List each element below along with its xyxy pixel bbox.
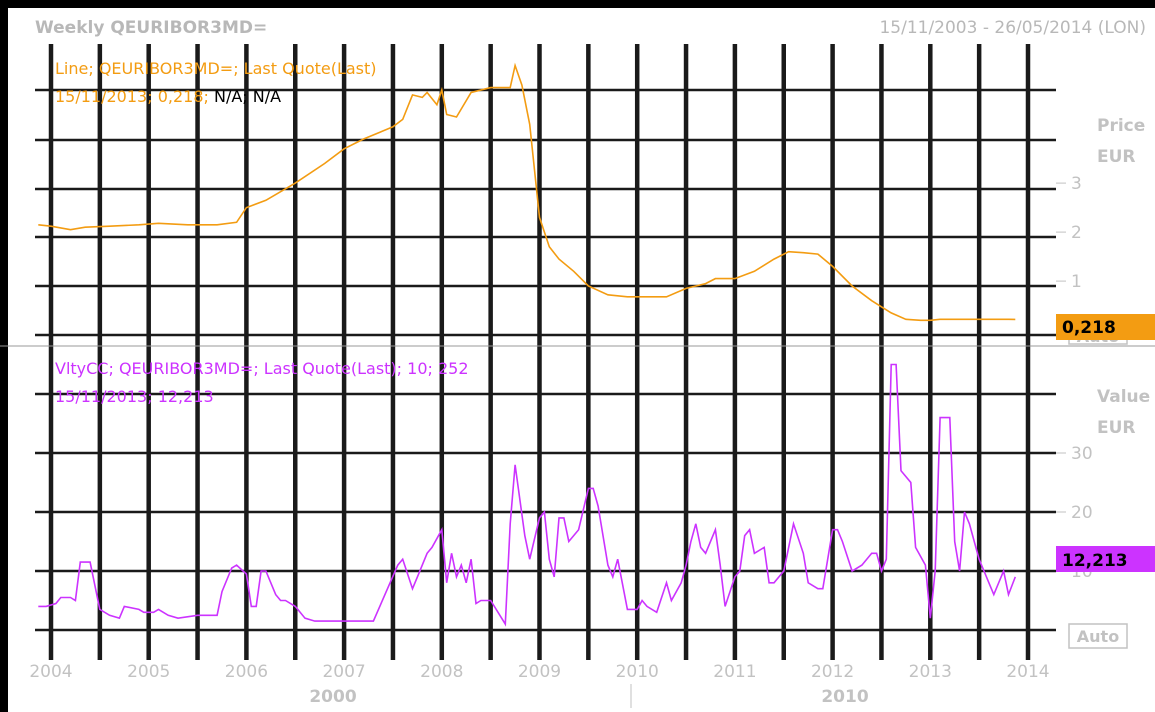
decade-label-2010: 2010 (821, 687, 868, 707)
year-label-2010: 2010 (616, 662, 659, 682)
price-legend-values: 15/11/2013; 0,218; N/A; N/A (55, 87, 281, 106)
year-label-2005: 2005 (127, 662, 170, 682)
price-y-ticks: 1 2 3 (1056, 174, 1082, 292)
volatility-tick-label: 20 (1071, 503, 1093, 523)
volatility-auto-scale-label: Auto (1077, 627, 1119, 646)
price-tick-label: 2 (1071, 223, 1082, 243)
volatility-axis-label: Value (1097, 387, 1150, 407)
year-label-2013: 2013 (909, 662, 952, 682)
volatility-axis-unit: EUR (1097, 418, 1136, 438)
year-label-2008: 2008 (420, 662, 463, 682)
volatility-last-value: 12,213 (1062, 551, 1128, 571)
year-label-2014: 2014 (1006, 662, 1049, 682)
price-legend-na-part: N/A; N/A (209, 87, 281, 106)
volatility-last-value-badge (1056, 546, 1155, 572)
year-label-2012: 2012 (811, 662, 854, 682)
price-tick-label: 1 (1071, 272, 1082, 292)
volatility-series-line (38, 363, 1017, 627)
year-label-2006: 2006 (225, 662, 268, 682)
volatility-legend-values: 15/11/2013; 12,213 (55, 387, 214, 406)
volatility-auto-scale-button[interactable]: Auto (1068, 623, 1128, 649)
year-label-2007: 2007 (322, 662, 365, 682)
price-legend-value-part: 15/11/2013; 0,218; (55, 87, 209, 106)
decade-label-2000: 2000 (309, 687, 356, 707)
volatility-legend-series: VltyCC; QEURIBOR3MD=; Last Quote(Last); … (55, 359, 469, 378)
year-label-2004: 2004 (29, 662, 72, 682)
vertical-gridlines (48, 44, 1031, 660)
price-last-value-badge (1056, 314, 1155, 340)
volatility-tick-label: 30 (1071, 444, 1093, 464)
year-label-2009: 2009 (518, 662, 561, 682)
price-tick-label: 3 (1071, 174, 1082, 194)
chart-title: Weekly QEURIBOR3MD= (35, 18, 268, 38)
price-axis-unit: EUR (1097, 147, 1136, 167)
price-last-value: 0,218 (1062, 318, 1116, 338)
year-label-2011: 2011 (713, 662, 756, 682)
price-axis-label: Price (1097, 116, 1145, 136)
date-range: 15/11/2003 - 26/05/2014 (LON) (879, 18, 1146, 38)
price-legend-series: Line; QEURIBOR3MD=; Last Quote(Last) (55, 59, 377, 78)
x-axis-year-labels: 2004 2005 2006 2007 2008 2009 2010 2011 2012 2013… (29, 662, 1049, 682)
price-series-line (38, 62, 1016, 322)
